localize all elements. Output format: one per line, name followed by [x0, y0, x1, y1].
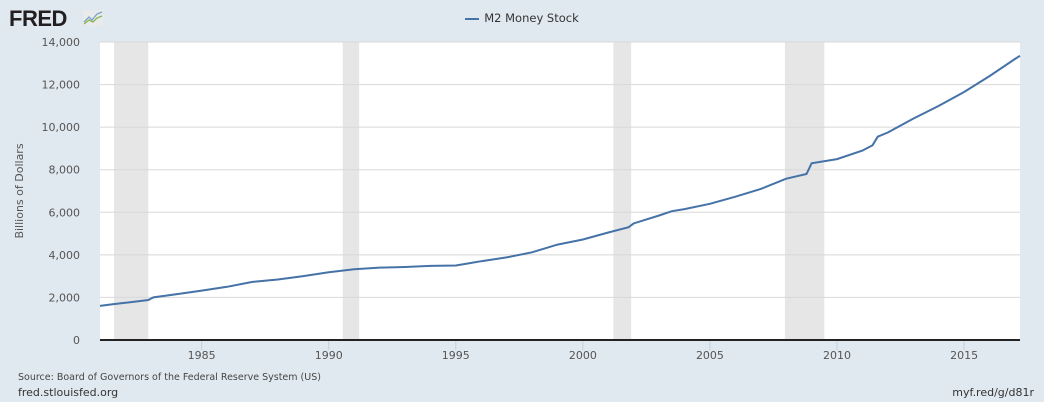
recession-band [784, 42, 825, 340]
legend-swatch [465, 17, 480, 20]
fred-logo[interactable]: FRED [9, 6, 67, 31]
plot-area [100, 42, 1020, 340]
recession-band [613, 42, 632, 340]
legend-label: M2 Money Stock [484, 11, 579, 25]
chart: 0 2,000 4,000 6,000 8,000 10,000 12,000 14,000 1… [13, 36, 1021, 362]
y-tick-label: 4,000 [49, 249, 81, 262]
short-link[interactable]: myf.red/g/d81r [952, 386, 1034, 399]
y-tick-label: 6,000 [49, 206, 81, 219]
y-tick-label: 14,000 [42, 36, 81, 49]
x-tick-label: 2015 [950, 349, 978, 362]
source-note: Source: Board of Governors of the Federa… [18, 372, 321, 383]
y-tick-label: 10,000 [42, 121, 81, 134]
x-tick-label: 2005 [696, 349, 724, 362]
x-tick-label: 1985 [188, 349, 216, 362]
x-tick-label: 2000 [569, 349, 597, 362]
x-tick-label: 1990 [315, 349, 343, 362]
y-axis-label: Billions of Dollars [13, 143, 26, 238]
legend: M2 Money Stock [0, 11, 1044, 25]
fred-chart-logo-icon [83, 10, 103, 26]
series-line [99, 54, 1021, 307]
site-link[interactable]: fred.stlouisfed.org [18, 386, 119, 399]
y-tick-label: 2,000 [49, 291, 81, 304]
x-tick-label: 1995 [442, 349, 470, 362]
x-tick-label: 2010 [823, 349, 851, 362]
y-tick-label: 12,000 [42, 79, 81, 92]
recession-band [113, 42, 149, 340]
y-tick-label: 8,000 [49, 164, 81, 177]
recession-band [342, 42, 360, 340]
y-tick-label: 0 [73, 334, 80, 347]
